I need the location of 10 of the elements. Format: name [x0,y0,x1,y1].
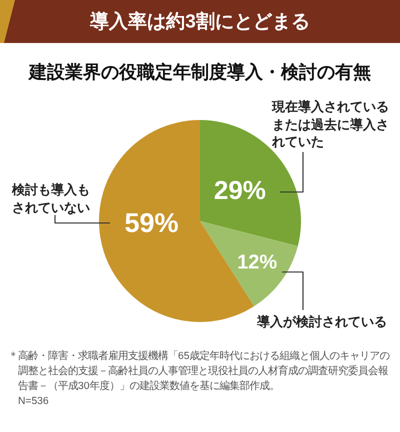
text: N=536 [17,395,50,409]
slice-label: 現在導入されているまたは過去に導入されていた [272,98,390,150]
text: ＊高齢・障害・求職者雇用支援機構「65歳定年時代における組織と個人のキャリアの調整と社会的支援－高齢社員の人事管理と現役社員の人材育成の調査研究委員会報告書－（平成30年度）」の建設業数値を基に編集部作成。 [8,349,390,394]
data-label: 29% [214,175,266,206]
data-label: 59% [124,208,179,238]
chart-subtitle: 建設業界の役職定年制度導入・検討の有無 [27,62,371,82]
slice-label: 検討も導入もされていない [12,181,91,216]
data-label: 12% [237,252,278,274]
chart-title: 導入率は約3割にとどまる [89,10,310,32]
slice-label: 導入が検討されている [257,313,387,330]
